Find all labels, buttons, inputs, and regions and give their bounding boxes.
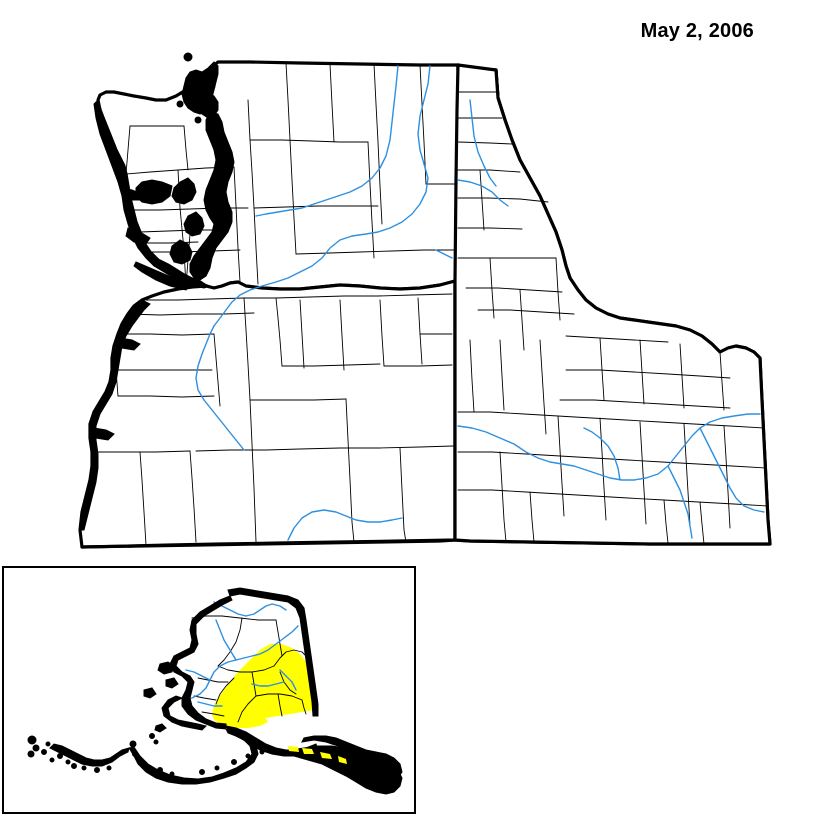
alaska-inset-map xyxy=(2,566,416,814)
coastline-grays-harbor xyxy=(121,187,143,201)
coastline-oregon xyxy=(79,299,151,531)
pacific-northwest-map xyxy=(78,52,772,549)
drought-region-d0-panhandle xyxy=(288,746,347,764)
inset-border-frame xyxy=(2,566,416,814)
coastline-columbia-mouth xyxy=(133,261,193,291)
coastline-alaska xyxy=(27,587,403,795)
map-date-title: May 2, 2006 xyxy=(640,20,754,42)
drought-region-d0-lobe xyxy=(216,704,268,728)
rivers-layer xyxy=(195,65,765,541)
drought-region-d0-southcentral xyxy=(212,644,315,724)
coastline-willapa-bay xyxy=(125,227,151,245)
county-lines-idaho xyxy=(457,91,769,545)
coastline-puget-sound xyxy=(135,52,235,281)
border-oregon-south xyxy=(80,538,457,549)
rivers-alaska xyxy=(183,601,299,707)
coastline-tillamook-bay xyxy=(116,337,141,351)
county-lines-oregon xyxy=(91,293,454,546)
coastline-coos-bay xyxy=(90,427,115,441)
